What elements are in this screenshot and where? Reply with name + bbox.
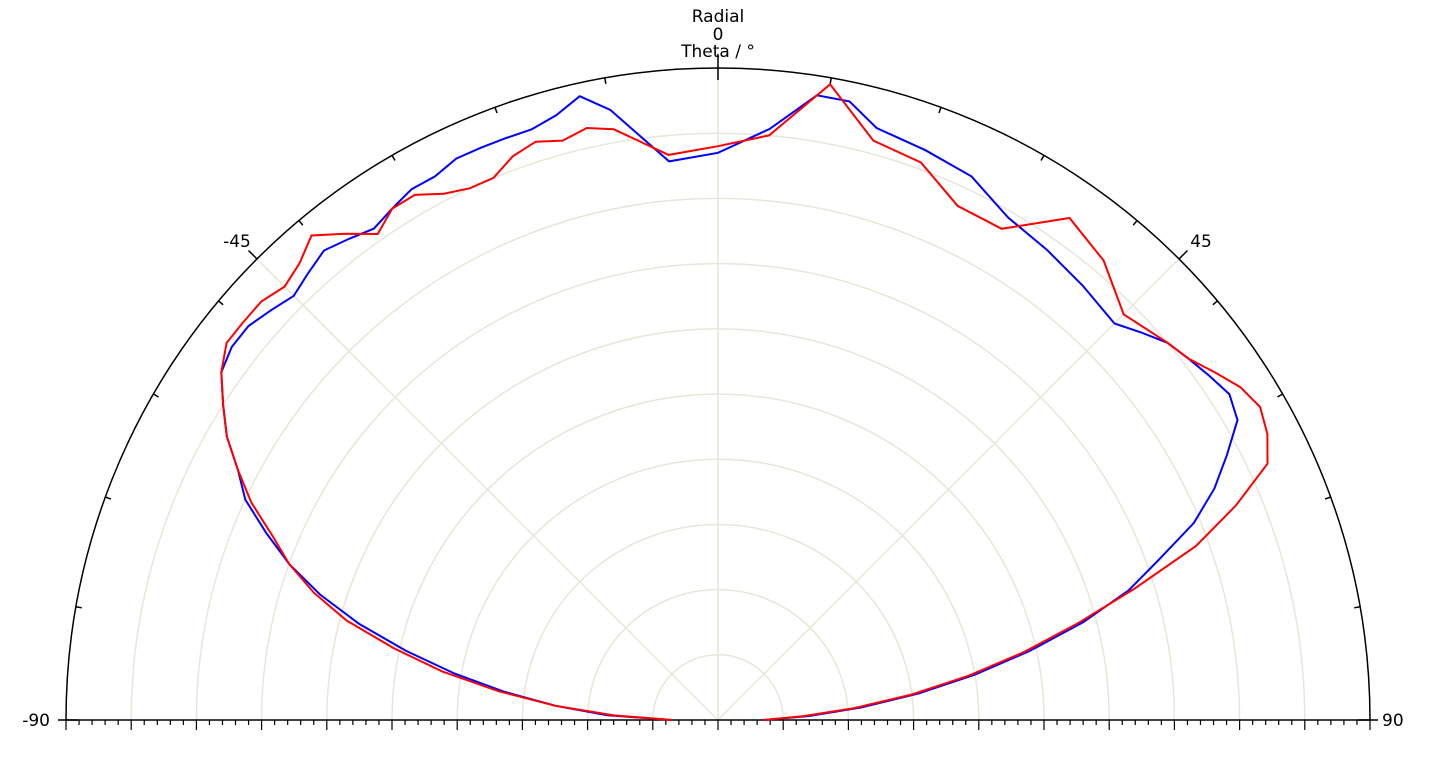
arc-major-tick (247, 249, 258, 260)
angle-tick-label: -90 (22, 711, 50, 731)
angle-tick-label: 0 (713, 25, 724, 45)
arc-tick (1354, 606, 1361, 609)
angle-axis-label: Theta / ° (680, 42, 755, 62)
series-line-2 (220, 82, 1269, 721)
series-line-1 (220, 94, 1239, 721)
label-layer: Radial Theta / ° -90 -45 0 45 90 (22, 7, 1403, 731)
arc-tick (1324, 496, 1331, 500)
arc-tick (391, 154, 396, 161)
arc-tick (1132, 220, 1138, 226)
arc-tick (1040, 154, 1045, 161)
angle-tick-label: -45 (223, 232, 251, 252)
chart-title: Radial (692, 7, 745, 27)
arc-tick (1277, 393, 1284, 398)
arc-tick (1212, 300, 1218, 306)
arc-tick (75, 606, 82, 609)
arc-tick (829, 77, 832, 84)
arc-tick (604, 77, 607, 84)
angle-grid-line (717, 258, 1180, 721)
angle-tick-label: 45 (1190, 232, 1212, 252)
arc-tick (152, 393, 159, 398)
series-layer (220, 82, 1269, 721)
axis-layer (58, 54, 1378, 730)
angle-grid-line (256, 258, 719, 721)
angle-tick-label: 90 (1382, 711, 1404, 731)
arc-tick (938, 107, 942, 114)
arc-tick (494, 107, 498, 114)
arc-tick (298, 220, 304, 226)
arc-tick (218, 300, 224, 306)
arc-tick (105, 496, 112, 500)
arc-major-tick (1178, 249, 1189, 260)
grid-layer (130, 68, 1306, 721)
